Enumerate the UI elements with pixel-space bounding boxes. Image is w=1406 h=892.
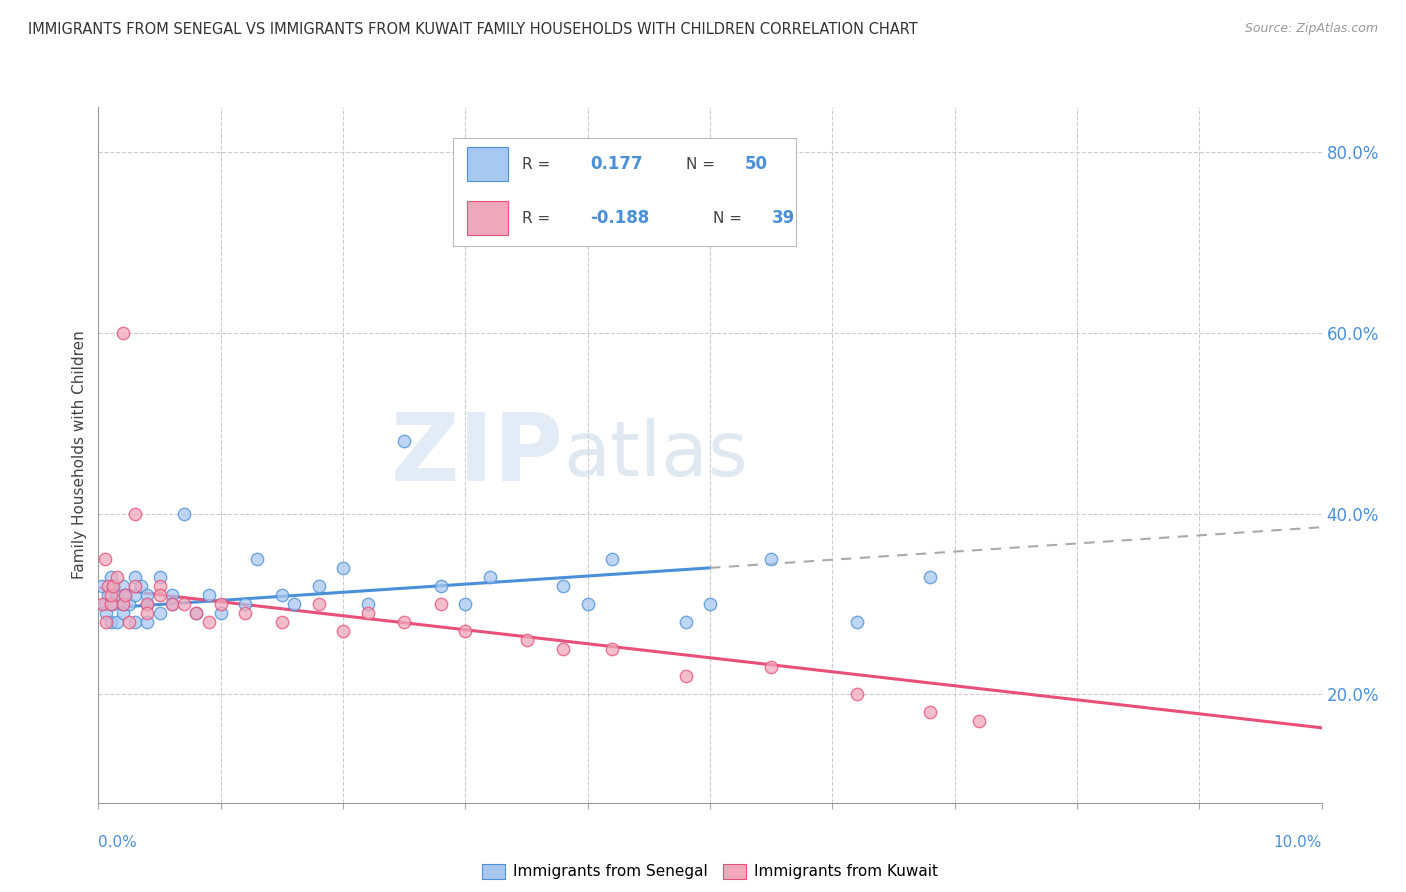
Point [160, 597, 183, 611]
Point [173, 507, 195, 521]
Point [516, 633, 538, 648]
Point [454, 624, 477, 639]
Point [91, 597, 114, 611]
Point [600, 551, 623, 566]
Point [332, 624, 354, 639]
Point [186, 606, 208, 620]
Point [308, 597, 330, 611]
Point [197, 615, 219, 629]
Point [920, 706, 942, 720]
Text: ZIP: ZIP [391, 409, 564, 501]
Point [100, 597, 122, 611]
Point [430, 597, 453, 611]
Point [101, 579, 124, 593]
Point [136, 597, 159, 611]
Point [105, 570, 128, 584]
Point [209, 597, 232, 611]
Text: IMMIGRANTS FROM SENEGAL VS IMMIGRANTS FROM KUWAIT FAMILY HOUSEHOLDS WITH CHILDRE: IMMIGRANTS FROM SENEGAL VS IMMIGRANTS FR… [28, 22, 918, 37]
Point [845, 687, 868, 701]
Point [136, 606, 159, 620]
Point [197, 588, 219, 602]
Text: 0.0%: 0.0% [98, 836, 138, 850]
Point [186, 606, 208, 620]
Point [356, 597, 378, 611]
Point [105, 588, 128, 602]
Point [209, 606, 232, 620]
Point [600, 642, 623, 657]
Point [845, 615, 868, 629]
Point [118, 615, 141, 629]
Point [101, 579, 124, 593]
Point [124, 579, 146, 593]
Point [100, 588, 122, 602]
Point [114, 588, 136, 602]
Point [129, 579, 152, 593]
Point [105, 615, 128, 629]
Point [111, 597, 134, 611]
Point [478, 570, 501, 584]
Point [149, 570, 172, 584]
Point [136, 615, 159, 629]
Point [124, 615, 146, 629]
Point [111, 606, 134, 620]
Point [332, 561, 354, 575]
Text: atlas: atlas [564, 418, 748, 491]
Point [675, 669, 697, 683]
Text: 10.0%: 10.0% [1274, 836, 1322, 850]
Point [173, 597, 195, 611]
Point [233, 597, 256, 611]
Point [576, 597, 599, 611]
Point [97, 579, 120, 593]
Point [553, 642, 575, 657]
Point [759, 551, 782, 566]
Point [100, 597, 122, 611]
Point [246, 551, 269, 566]
Point [93, 597, 115, 611]
Point [430, 579, 453, 593]
Point [94, 615, 117, 629]
Point [136, 588, 159, 602]
Point [97, 588, 120, 602]
Point [118, 597, 141, 611]
Point [270, 615, 292, 629]
Point [920, 570, 942, 584]
Point [114, 588, 136, 602]
Point [160, 597, 183, 611]
Point [553, 579, 575, 593]
Point [699, 597, 721, 611]
Point [675, 615, 697, 629]
Y-axis label: Family Households with Children: Family Households with Children [72, 331, 87, 579]
Point [124, 570, 146, 584]
Point [100, 615, 122, 629]
Point [124, 507, 146, 521]
Point [270, 588, 292, 602]
Point [100, 570, 122, 584]
Point [308, 579, 330, 593]
Point [160, 588, 183, 602]
Point [967, 714, 990, 729]
Text: Source: ZipAtlas.com: Source: ZipAtlas.com [1244, 22, 1378, 36]
Point [392, 615, 416, 629]
Point [149, 588, 172, 602]
Point [149, 606, 172, 620]
Point [233, 606, 256, 620]
Point [759, 660, 782, 674]
Point [111, 326, 134, 340]
Point [392, 434, 416, 449]
Point [149, 579, 172, 593]
Legend: Immigrants from Senegal, Immigrants from Kuwait: Immigrants from Senegal, Immigrants from… [477, 857, 943, 886]
Point [283, 597, 305, 611]
Point [356, 606, 378, 620]
Point [94, 606, 117, 620]
Point [91, 579, 114, 593]
Point [93, 551, 115, 566]
Point [136, 597, 159, 611]
Point [124, 588, 146, 602]
Point [454, 597, 477, 611]
Point [111, 579, 134, 593]
Point [101, 597, 124, 611]
Point [111, 597, 134, 611]
